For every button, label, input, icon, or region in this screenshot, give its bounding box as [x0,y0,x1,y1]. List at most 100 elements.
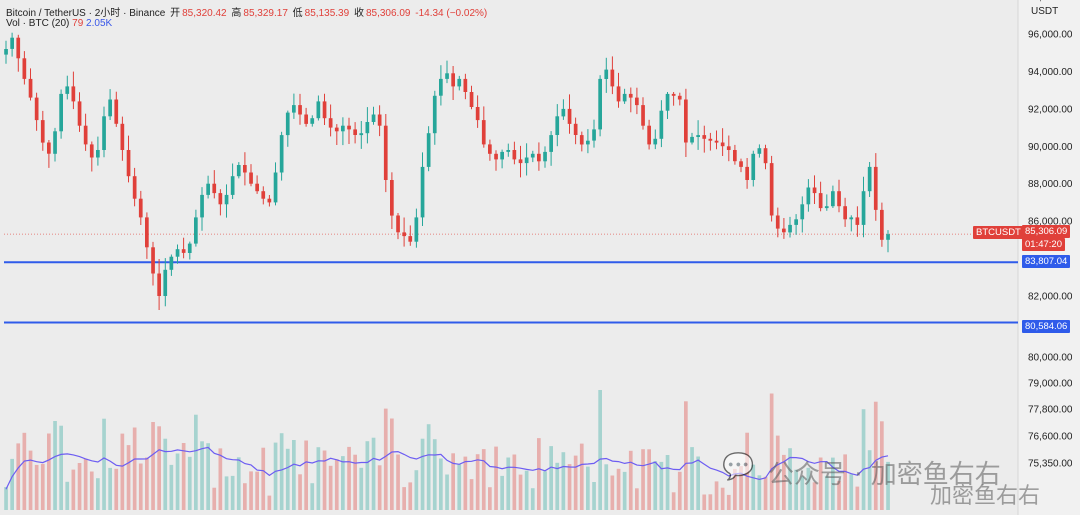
volume-bar [665,455,670,510]
candle-body [782,228,786,233]
candle-body [671,93,676,96]
volume-bar [402,487,406,510]
candle-body [71,86,76,102]
volume-bar [353,454,357,510]
volume-bar [445,474,449,510]
candle-body [463,78,468,92]
volume-bar [390,418,394,510]
candle-body [77,101,82,126]
candle-body [59,93,63,132]
volume-bar [733,468,737,510]
candle-body [243,165,247,173]
volume-bar [96,478,100,510]
candle-body [328,118,333,128]
volume-bar [408,482,413,510]
volume-bar [849,474,854,510]
candle-body [396,215,400,233]
volume-bar [34,464,39,510]
volume-bar [769,393,774,510]
candle-body [500,151,504,160]
volume-bar [267,495,272,510]
volume-ma-value: 2.05K [86,18,113,29]
candle-body [616,86,621,102]
candle-body [292,105,296,113]
volume-bar [555,462,560,510]
candle-body [169,256,174,270]
candle-body [806,187,811,205]
volume-bar [22,432,27,510]
candle-body [867,166,872,192]
candle-body [267,198,272,203]
volume-bar [304,440,308,510]
volume-bar [383,408,388,510]
candle-body [628,93,633,98]
candle-body [279,135,284,173]
volume-bar [708,494,713,510]
volume-bar [824,475,829,510]
volume-bar [451,453,455,510]
volume-bar [751,464,756,510]
candle-body [469,92,474,107]
symbol-label[interactable]: Bitcoin / TetherUS · 2小时 · Binance [6,8,166,19]
candle-body [641,105,645,126]
volume-bar [102,418,106,510]
volume-bar [647,449,651,510]
candle-body [22,58,27,79]
candle-body [506,150,511,152]
volume-bar [457,464,462,510]
candle-body [218,193,223,205]
candle-body [512,150,517,160]
volume-bar [635,488,639,510]
volume-bar [89,471,94,510]
candle-body [586,140,590,145]
candle-body [451,73,455,87]
candle-body [818,193,823,209]
candle-body [108,99,112,117]
volume-bar [126,445,131,510]
candle-body [837,191,841,207]
candle-body [659,110,664,139]
volume-bar [65,481,70,510]
candle-body [647,125,651,145]
chart-header: Bitcoin / TetherUS · 2小时 · Binance 开 85,3… [6,4,489,19]
candle-body [751,153,756,180]
volume-bar [524,470,529,510]
volume-bar [83,458,88,510]
volume-bar [818,457,823,510]
volume-bar [488,487,492,510]
candle-body [334,127,339,132]
candle-body [861,191,866,225]
candle-body [635,97,639,106]
candle-body [763,148,768,164]
price-tick-label: 88,000.00 [1028,179,1073,190]
candle-body [794,219,798,225]
candle-body [420,166,425,218]
volume-bar [494,446,498,510]
candle-body [138,198,143,218]
volume-bar [806,467,811,510]
candle-body [530,153,535,158]
volume-bar [212,487,217,510]
volume-label: Vol · BTC (20) [6,18,70,29]
watermark-brand: 加密鱼右右 [930,484,1041,509]
volume-bar [677,471,682,510]
candle-body [151,247,155,274]
candle-body [224,194,229,205]
volume-legend[interactable]: Vol · BTC (20) 79 2.05K [6,18,112,29]
volume-bar [586,466,590,510]
candle-body [445,73,449,79]
volume-bar [561,452,566,510]
volume-bar [616,468,621,510]
candle-body [739,161,743,167]
volume-bar [420,438,425,510]
candle-body [187,243,192,253]
price-tick-label: 77,800.00 [1028,405,1073,416]
close-label: 收 [353,8,364,19]
support-level-tag-1: 83,807.04 [1022,255,1071,268]
candle-body [873,166,878,210]
volume-value: 79 [72,18,84,29]
last-price-tag: 85,306.09 [1022,225,1071,238]
candle-body [708,138,713,141]
volume-bar [10,458,14,510]
